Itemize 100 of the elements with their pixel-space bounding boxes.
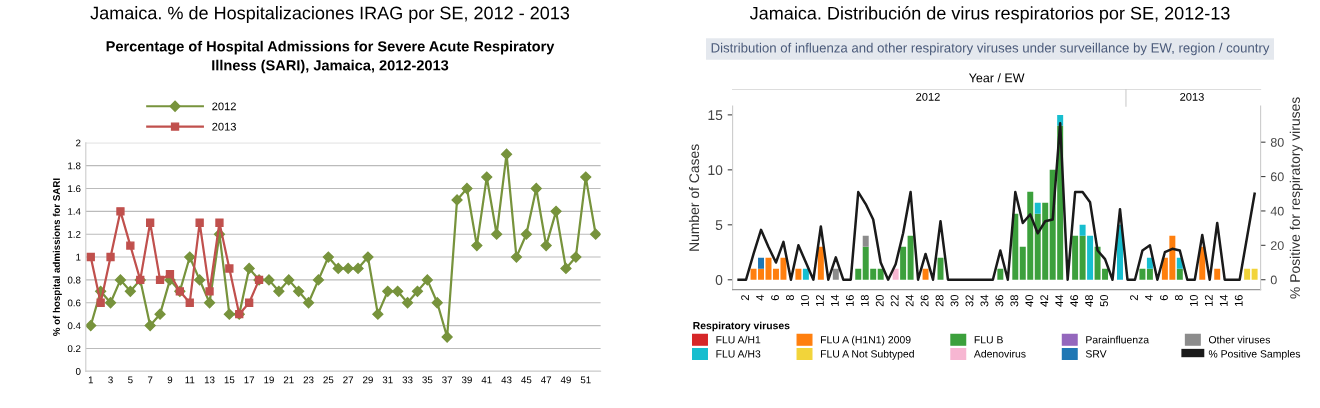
x-tick-label: 48 <box>1085 295 1094 307</box>
legend-label: FLU B <box>974 336 1003 344</box>
x-tick-label: 37 <box>442 376 453 384</box>
chart-title: Jamaica. % de Hospitalizaciones IRAG por SE, 2012 - 2013 <box>90 6 570 23</box>
x-tick-label: 36 <box>995 295 1004 307</box>
x-tick-label: 3 <box>108 376 113 384</box>
x-tick-label: 44 <box>1055 294 1064 307</box>
x-tick-label: 14 <box>1219 294 1228 307</box>
x-tick-label: 28 <box>935 295 944 307</box>
x-tick-label: 2 <box>1130 295 1138 301</box>
x-tick-label: 39 <box>461 376 472 384</box>
y-tick-label: 1.6 <box>68 185 81 193</box>
legend-label: FLU A/H1 <box>716 335 761 344</box>
text: 2013 <box>212 122 236 131</box>
y2-tick-label: 80 <box>1270 137 1284 147</box>
x-tick-label: 35 <box>422 376 433 384</box>
legend-label: Other viruses <box>1208 335 1271 344</box>
legend-label: FLU A Not Subtyped <box>821 349 914 360</box>
x-tick-label: 14 <box>831 294 839 307</box>
legend-label: FLU A (H1N1) 2009 <box>821 335 911 346</box>
x-tick-label: 23 <box>303 376 314 384</box>
x-tick-label: 22 <box>890 295 899 307</box>
x-tick-label: 11 <box>185 376 195 384</box>
x-tick-label: 12 <box>1204 295 1213 307</box>
y-axis-title: % of hospital admissions for SARI <box>52 178 62 336</box>
y-tick-label: 0.8 <box>67 276 81 284</box>
x-tick-label: 6 <box>771 295 779 301</box>
legend-label: Parainfluenza <box>1086 335 1150 344</box>
x-tick-label: 29 <box>363 376 373 384</box>
y-tick-label: 0.6 <box>67 299 81 307</box>
y-tick-label: 5 <box>715 220 723 230</box>
y2-tick-label: 40 <box>1270 206 1284 216</box>
x-tick-label: 26 <box>920 295 929 307</box>
x-tick-label: 50 <box>1100 294 1109 307</box>
x-tick-label: 49 <box>560 376 571 384</box>
x-tick-label: 21 <box>283 376 294 384</box>
x-tick-label: 4 <box>1145 294 1153 301</box>
y-tick-label: 0.2 <box>67 345 81 353</box>
x-tick-label: 19 <box>264 376 274 384</box>
x-tick-label: 45 <box>521 376 532 384</box>
legend-label: Adenovirus <box>973 349 1026 358</box>
legend-label: SRV <box>1085 350 1107 358</box>
x-tick-label: 5 <box>128 376 133 384</box>
chart-title: Jamaica. Distribución de virus respiratorios por SE, 2012-13 <box>749 6 1230 24</box>
x-tick-label: 16 <box>1234 295 1243 307</box>
y2-tick-label: 60 <box>1270 172 1284 182</box>
x-tick-label: 47 <box>540 376 552 384</box>
x-tick-label: 4 <box>756 294 764 301</box>
x-tick-label: 6 <box>1159 295 1168 301</box>
x-tick-label: 15 <box>224 376 235 384</box>
y-tick-label: 0 <box>75 368 81 375</box>
x-tick-label: 10 <box>801 294 809 307</box>
y-tick-label: 10 <box>708 165 723 176</box>
x-tick-label: 25 <box>323 376 334 384</box>
x-tick-label: 32 <box>965 295 974 307</box>
x-tick-label: 34 <box>980 294 989 307</box>
y-tick-label: 1 <box>76 253 81 261</box>
x-axis-title: Year / EW <box>968 73 1025 83</box>
x-tick-label: 18 <box>860 295 869 307</box>
legend-label: % Positive Samples <box>1208 349 1301 360</box>
x-tick-label: 20 <box>875 294 884 307</box>
x-tick-label: 17 <box>244 376 255 384</box>
x-tick-label: 7 <box>147 376 153 384</box>
x-tick-label: 8 <box>786 295 794 301</box>
x-tick-label: 12 <box>815 295 824 307</box>
x-tick-label: 40 <box>1025 294 1034 307</box>
chart-subtitle: Percentage of Hospital Admissions for Severe Acute Respiratory Illness (SARI), Jamaica, 2012-2013 <box>106 40 555 74</box>
x-tick-label: 9 <box>167 376 173 384</box>
x-tick-label: 24 <box>905 294 914 307</box>
x-tick-label: 2 <box>741 295 749 301</box>
y2-tick-label: 0 <box>1270 275 1277 285</box>
x-tick-label: 46 <box>1070 295 1079 307</box>
x-tick-label: 51 <box>580 376 591 384</box>
text: 2012 <box>916 92 940 101</box>
x-tick-label: 10 <box>1189 294 1198 307</box>
x-tick-label: 30 <box>950 294 959 307</box>
x-tick-label: 16 <box>845 295 854 307</box>
y-axis-title: Number of Cases <box>688 144 700 251</box>
legend-label: FLU A/H3 <box>716 349 761 358</box>
x-tick-label: 13 <box>204 376 215 384</box>
y-tick-label: 1.8 <box>68 162 81 170</box>
x-tick-label: 41 <box>481 376 492 384</box>
x-tick-label: 38 <box>1010 295 1019 307</box>
y-tick-label: 0 <box>715 275 723 285</box>
y-tick-label: 1.4 <box>68 208 81 215</box>
x-tick-label: 8 <box>1174 295 1183 301</box>
text: 2013 <box>1180 92 1204 101</box>
y-tick-label: 2 <box>76 139 81 147</box>
x-tick-label: 1 <box>88 376 93 384</box>
legend-title: Respiratory viruses <box>693 321 790 332</box>
y-tick-label: 1.2 <box>68 230 81 238</box>
x-tick-label: 27 <box>343 376 354 384</box>
y-tick-label: 15 <box>708 110 723 121</box>
chart-subtitle: Distribution of influenza and other respiratory viruses under surveillance by EW, region / country <box>711 42 1270 56</box>
text: 2012 <box>212 102 236 111</box>
y2-tick-label: 20 <box>1270 241 1284 250</box>
x-tick-label: 33 <box>402 376 413 384</box>
y2-axis-title: % Positive for respiratory viruses <box>1289 97 1303 299</box>
x-tick-label: 31 <box>382 376 393 384</box>
x-tick-label: 43 <box>501 376 512 384</box>
